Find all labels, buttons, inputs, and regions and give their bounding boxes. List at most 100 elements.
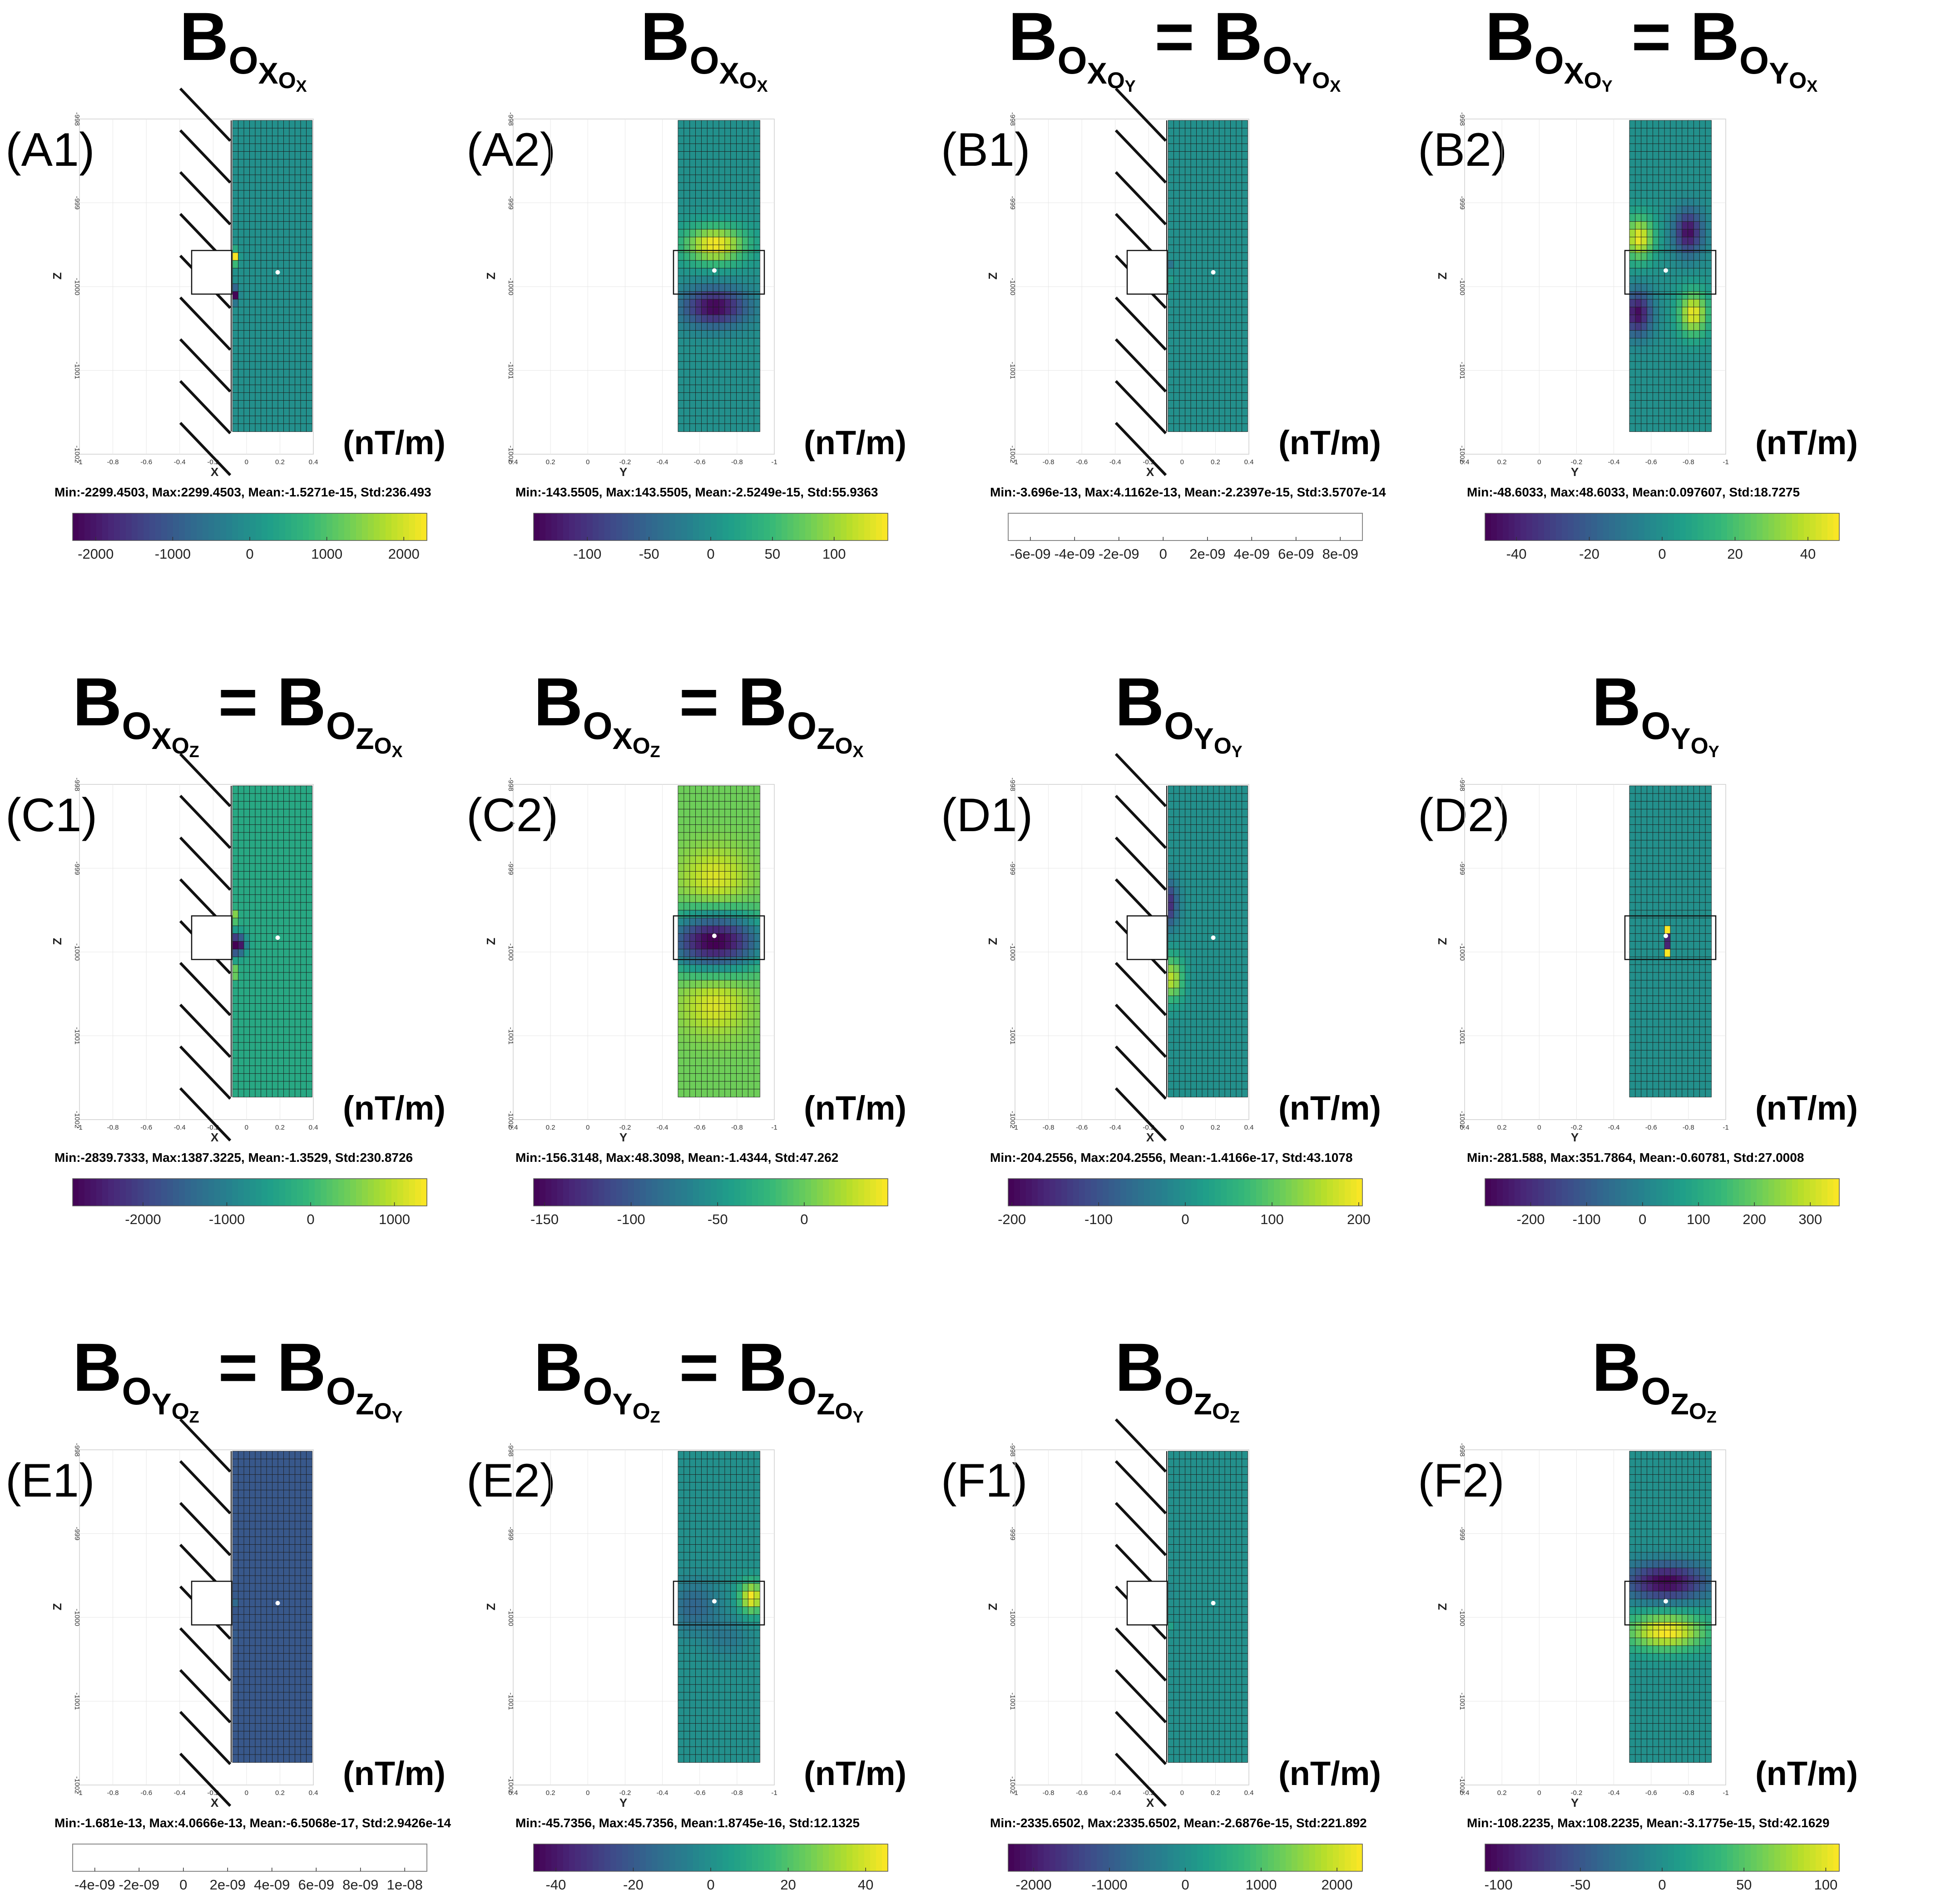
heatmap-cell	[1658, 808, 1665, 818]
heatmap-cell	[1185, 299, 1191, 307]
heatmap-cell	[1185, 416, 1191, 424]
heatmap-cell	[306, 801, 312, 810]
heatmap-cell	[1185, 237, 1191, 245]
heatmap-cell	[277, 423, 284, 432]
heatmap-cell	[249, 392, 256, 401]
colorbar-swatch	[829, 513, 835, 540]
heatmap-cell	[306, 143, 312, 152]
colorbar-swatch	[1627, 513, 1633, 540]
x-tick-label: 0.2	[546, 458, 555, 466]
heatmap-cell	[1219, 182, 1225, 191]
colorbar-swatch	[138, 513, 144, 540]
colorbar-swatch	[699, 513, 705, 540]
heatmap-cell	[295, 925, 301, 934]
heatmap-cell	[683, 346, 690, 354]
heatmap-cell	[249, 855, 256, 864]
stats-text: Min:-2839.7333, Max:1387.3225, Mean:-1.3…	[54, 1150, 413, 1165]
colorbar-swatch	[734, 1179, 741, 1206]
heatmap-cell	[1236, 855, 1243, 864]
heatmap-cell	[678, 894, 684, 903]
heatmap-cell	[730, 377, 737, 386]
heatmap-cell	[1688, 879, 1694, 888]
heatmap-cell	[1190, 307, 1197, 315]
heatmap-cell	[713, 980, 719, 989]
x-tick-label: -0.8	[1683, 458, 1694, 466]
heatmap-cell	[689, 268, 696, 277]
heatmap-cell	[1658, 840, 1665, 848]
heatmap-cell	[283, 902, 290, 911]
heatmap-cell	[724, 408, 731, 416]
heatmap-cell	[701, 291, 708, 300]
heatmap-cell	[1219, 143, 1225, 152]
heatmap-cell	[1242, 957, 1248, 965]
heatmap-cell	[306, 244, 312, 253]
heatmap-cell	[1652, 229, 1659, 238]
heatmap-cell	[1670, 159, 1677, 168]
heatmap-cell	[266, 244, 273, 253]
colorbar-swatch	[799, 513, 806, 540]
x-tick-label: -0.4	[174, 1124, 186, 1131]
heatmap-cell	[1208, 260, 1214, 269]
heatmap-cell	[277, 291, 284, 300]
heatmap-cell	[1168, 1019, 1174, 1027]
heatmap-cell	[243, 252, 250, 261]
heatmap-cell	[742, 949, 749, 957]
z-tick-label: -1002	[507, 446, 515, 463]
heatmap-cell	[1676, 785, 1683, 794]
heatmap-cell	[1688, 353, 1694, 362]
heatmap-cell	[277, 894, 284, 903]
heatmap-cell	[742, 244, 749, 253]
x-tick-label: -1	[1012, 1124, 1018, 1131]
heatmap-cell	[1682, 167, 1689, 175]
heatmap-cell	[272, 120, 278, 129]
colorbar-swatch	[138, 1179, 144, 1206]
heatmap-cell	[238, 1034, 244, 1043]
heatmap-cell	[1208, 213, 1214, 222]
heatmap-cell	[742, 260, 749, 269]
heatmap-cell	[1196, 353, 1203, 362]
heatmap-cell	[1213, 423, 1220, 432]
heatmap-cell	[1705, 392, 1712, 401]
colorbar-swatch	[1097, 1179, 1103, 1206]
colorbar-swatch	[356, 1179, 362, 1206]
heatmap-cell	[1693, 135, 1700, 144]
heatmap-cell	[1705, 408, 1712, 416]
heatmap-cell	[283, 840, 290, 848]
heatmap-cell	[1670, 917, 1677, 927]
heatmap-cell	[742, 1066, 749, 1074]
colorbar-swatch	[1774, 513, 1781, 540]
heatmap-cell	[1236, 987, 1243, 997]
heatmap-cell	[1168, 1034, 1174, 1043]
heatmap-cell	[724, 1042, 731, 1051]
heatmap-cell	[1208, 848, 1214, 856]
heatmap-cell	[695, 423, 702, 432]
heatmap-cell	[306, 995, 312, 1004]
heatmap-cell	[266, 221, 273, 230]
colorbar-swatch	[279, 513, 286, 540]
heatmap-cell	[1676, 902, 1683, 911]
heatmap-cell	[1629, 268, 1636, 277]
heatmap-cell	[730, 933, 737, 942]
heatmap-cell	[266, 1073, 273, 1082]
heatmap-cell	[724, 283, 731, 292]
heatmap-cell	[701, 1066, 708, 1074]
heatmap-cell	[1682, 887, 1689, 895]
heatmap-cell	[753, 291, 760, 300]
heatmap-cell	[238, 190, 244, 199]
heatmap-cell	[1635, 793, 1642, 802]
heatmap-cell	[701, 283, 708, 292]
heatmap-cell	[718, 237, 725, 245]
heatmap-cell	[1652, 182, 1659, 191]
heatmap-cell	[1174, 167, 1180, 175]
heatmap-cell	[1693, 416, 1700, 424]
heatmap-cell	[1242, 1019, 1248, 1027]
heatmap-cell	[283, 229, 290, 238]
heatmap-cell	[1635, 832, 1642, 841]
heatmap-cell	[1208, 785, 1214, 794]
heatmap-cell	[1202, 314, 1208, 323]
heatmap-cell	[295, 182, 301, 191]
heatmap-cell	[748, 151, 754, 160]
heatmap-cell	[295, 987, 301, 997]
heatmap-cell	[1174, 338, 1180, 347]
heatmap-cell	[261, 128, 267, 137]
